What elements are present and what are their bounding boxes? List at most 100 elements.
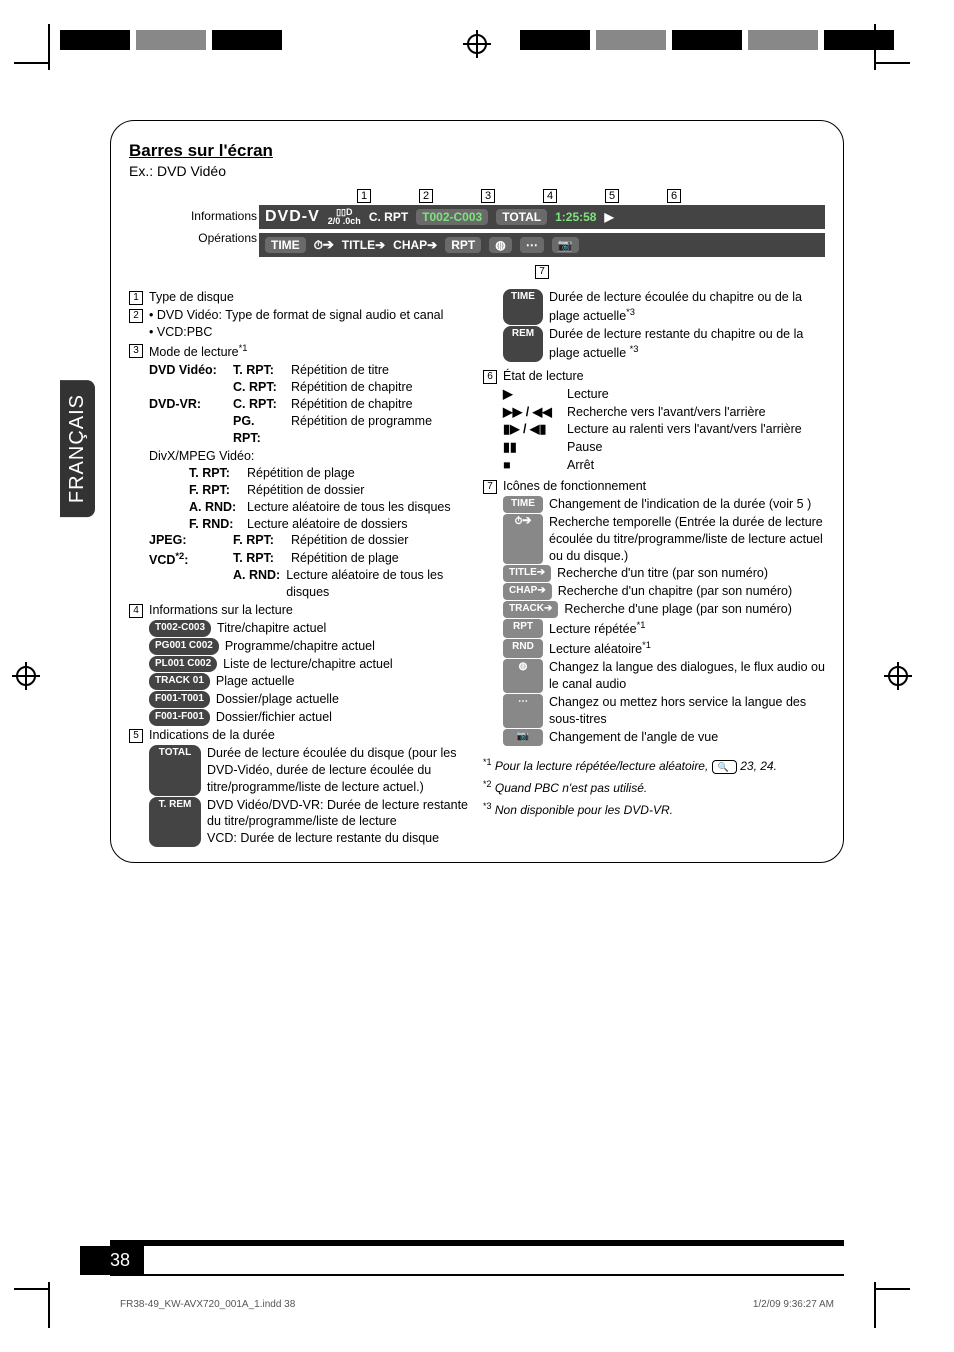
timesearch-icon: ⏱➔ xyxy=(314,238,334,253)
info-desc: Dossier/fichier actuel xyxy=(216,709,471,726)
op-pill: ◍ xyxy=(503,659,543,693)
item-label: Type de disque xyxy=(149,289,234,306)
time-desc: DVD Vidéo/DVD-VR: Durée de lecture resta… xyxy=(207,797,471,848)
left-column: 1 Type de disque 2 • DVD Vidéo: Type de f… xyxy=(129,289,471,848)
callout-box: 1 xyxy=(129,291,143,305)
op-desc: Changement de l'indication de la durée (… xyxy=(549,496,825,513)
mode-desc: Répétition de programme xyxy=(291,413,432,447)
item-label: Informations sur la lecture xyxy=(149,602,293,619)
page-ref-icon xyxy=(712,760,737,774)
callout-box: 6 xyxy=(667,189,681,203)
callout-box: 4 xyxy=(129,604,143,618)
op-pill: 📷 xyxy=(503,729,543,746)
info-desc: Dossier/plage actuelle xyxy=(216,691,471,708)
osd-pill: TIME xyxy=(503,289,543,325)
footnote: *1 Pour la lecture répétée/lecture aléat… xyxy=(483,756,825,774)
right-column: TIMEDurée de lecture écoulée du chapitre… xyxy=(483,289,825,848)
info-desc: Titre/chapitre actuel xyxy=(217,620,471,637)
state-desc: Arrêt xyxy=(567,457,825,474)
mode-desc: Répétition de titre xyxy=(291,362,389,379)
info-desc: Liste de lecture/chapitre actuel xyxy=(223,656,471,673)
op-desc: Recherche d'un titre (par son numéro) xyxy=(557,565,825,582)
callout-box: 2 xyxy=(129,309,143,323)
callout-box: 6 xyxy=(483,370,497,384)
item-label: État de lecture xyxy=(503,368,584,385)
osd-pill: T002-C003 xyxy=(149,620,211,637)
osd-row-label: Informations xyxy=(153,209,257,223)
subtitle-icon: ⋯ xyxy=(520,237,544,253)
mode-desc: Lecture aléatoire de tous les disques xyxy=(286,567,471,601)
osd-row-label: Opérations xyxy=(153,231,257,245)
time-op-pill: TIME xyxy=(265,237,306,253)
crop-mark xyxy=(874,62,910,64)
op-desc: Recherche temporelle (Entrée la durée de… xyxy=(549,514,825,565)
osd-pill: T. REM xyxy=(149,797,201,848)
info-desc: Plage actuelle xyxy=(216,673,471,690)
section-title: Barres sur l'écran xyxy=(129,141,825,161)
osd-pill: TOTAL xyxy=(149,745,201,796)
state-icon: ▮▶ / ◀▮ xyxy=(503,421,561,438)
mode-desc: Répétition de dossier xyxy=(291,532,408,549)
op-desc: Changement de l'angle de vue xyxy=(549,729,825,746)
op-desc: Recherche d'un chapitre (par son numéro) xyxy=(558,583,825,600)
osd-pill: F001-T001 xyxy=(149,691,210,708)
disc-type-label: DVD-V xyxy=(265,208,320,226)
repeat-mode-label: C. RPT xyxy=(369,210,408,224)
callout-box: 1 xyxy=(357,189,371,203)
mode-desc: Répétition de chapitre xyxy=(291,379,413,396)
info-desc: Programme/chapitre actuel xyxy=(225,638,471,655)
time-desc: Durée de lecture écoulée du chapitre ou … xyxy=(549,289,825,325)
mode-desc: Lecture aléatoire de tous les disques xyxy=(247,499,451,516)
crop-mark xyxy=(14,1288,50,1290)
op-desc: Changez ou mettez hors service la langue… xyxy=(549,694,825,728)
osd-pill: PG001 C002 xyxy=(149,638,219,655)
op-desc: Lecture aléatoire*1 xyxy=(549,639,825,658)
state-icon: ■ xyxy=(503,457,561,474)
osd-info-bar: DVD-V ▯▯D2/0 .0ch C. RPT T002-C003 TOTAL… xyxy=(259,205,825,229)
section-subtitle: Ex.: DVD Vidéo xyxy=(129,163,825,179)
crop-mark xyxy=(874,1288,910,1290)
osd-pill: F001-F001 xyxy=(149,709,210,726)
callout-box: 2 xyxy=(419,189,433,203)
state-desc: Recherche vers l'avant/vers l'arrière xyxy=(567,404,825,421)
audio-lang-icon: ◍ xyxy=(489,237,511,253)
op-desc: Lecture répétée*1 xyxy=(549,619,825,638)
mode-desc: Répétition de plage xyxy=(247,465,355,482)
language-tab: FRANÇAIS xyxy=(60,380,95,517)
disc-type-label: VCD*2: xyxy=(149,550,227,601)
item-text: • DVD Vidéo: Type de format de signal au… xyxy=(149,307,443,324)
disc-type-label: DivX/MPEG Vidéo: xyxy=(149,448,471,465)
op-pill: RPT xyxy=(503,619,543,638)
footnote: *3 Non disponible pour les DVD-VR. xyxy=(483,800,825,818)
item-text: • VCD:PBC xyxy=(149,324,443,341)
title-chapter-pill: T002-C003 xyxy=(416,209,488,225)
callout-box: 7 xyxy=(535,265,549,279)
mode-desc: Répétition de plage xyxy=(291,550,399,567)
mode-desc: Répétition de chapitre xyxy=(291,396,413,413)
play-icon: ▶ xyxy=(604,210,613,224)
page-number: 38 xyxy=(80,1246,144,1275)
item-label: Icônes de fonctionnement xyxy=(503,478,646,495)
total-pill: TOTAL xyxy=(496,209,547,225)
osd-pill: TRACK 01 xyxy=(149,673,210,690)
state-desc: Pause xyxy=(567,439,825,456)
op-pill: TITLE➔ xyxy=(503,565,551,582)
rpt-pill: RPT xyxy=(445,237,481,253)
osd-ops-bar: TIME ⏱➔ TITLE➔ CHAP➔ RPT ◍ ⋯ 📷 xyxy=(259,233,825,257)
content-frame: Barres sur l'écran Ex.: DVD Vidéo 1 2 3 … xyxy=(110,120,844,863)
audio-format-label: ▯▯D2/0 .0ch xyxy=(328,208,361,226)
op-pill: RND xyxy=(503,639,543,658)
callout-box: 4 xyxy=(543,189,557,203)
print-footer: FR38-49_KW-AVX720_001A_1.indd 38 1/2/09 … xyxy=(110,1299,844,1310)
item-label: Indications de la durée xyxy=(149,727,275,744)
print-color-bar xyxy=(0,30,954,60)
callout-box: 7 xyxy=(483,480,497,494)
osd-diagram: 1 2 3 4 5 6 Informations Opérations DVD-… xyxy=(153,189,825,279)
angle-icon: 📷 xyxy=(552,237,579,253)
mode-desc: Lecture aléatoire de dossiers xyxy=(247,516,408,533)
callout-box: 5 xyxy=(129,729,143,743)
footer-filename: FR38-49_KW-AVX720_001A_1.indd 38 xyxy=(120,1299,295,1310)
op-pill: CHAP➔ xyxy=(503,583,552,600)
footer-timestamp: 1/2/09 9:36:27 AM xyxy=(753,1299,834,1310)
op-pill: TIME xyxy=(503,496,543,513)
